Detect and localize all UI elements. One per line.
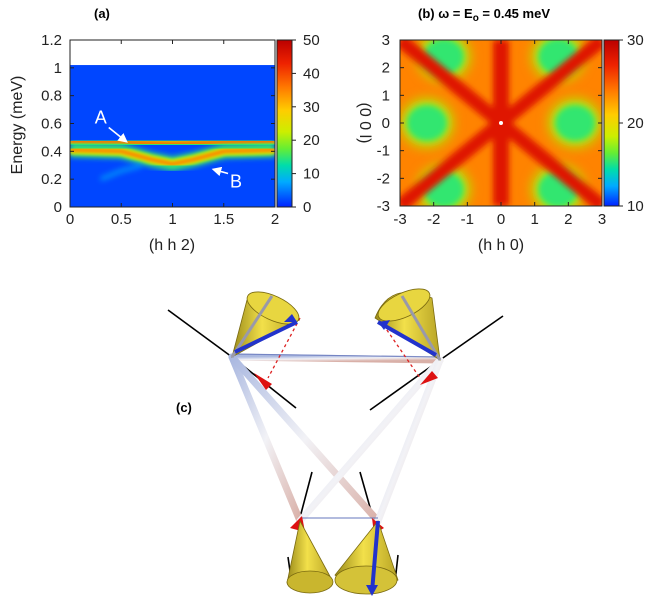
panel-c-label: (c) xyxy=(176,400,192,415)
panel-b-colorbar xyxy=(603,39,620,207)
annotation-arrow xyxy=(211,166,229,177)
panel-a-colorbar-tick: 20 xyxy=(303,132,320,149)
panel-a-xlabel: (h h 2) xyxy=(149,237,195,254)
panel-b-colorbar-tick: 30 xyxy=(627,32,644,49)
panel-a-colorbar: 0 10 20 30 40 50 xyxy=(276,32,320,216)
panel-b-ytick: 0 xyxy=(382,115,390,132)
panel-a-title: (a) xyxy=(94,6,110,21)
band-upper xyxy=(70,134,275,151)
panel-a-ytick: 1 xyxy=(54,60,62,77)
green-lobe xyxy=(549,99,602,147)
panel-b-ytick: -1 xyxy=(377,143,390,160)
panel-a-xtick: 0.5 xyxy=(111,211,132,228)
panel-b-ytick: -3 xyxy=(377,198,390,215)
panel-b-ytick: 1 xyxy=(382,87,390,104)
panel-a-xtick: 1 xyxy=(168,211,176,228)
panel-a-colorbar-tick: 50 xyxy=(303,32,320,49)
panel-b-xtick: -3 xyxy=(393,211,406,228)
center-point xyxy=(499,121,503,125)
panel-b-xtick: 2 xyxy=(564,211,572,228)
panel-b-colorbar-tick: 20 xyxy=(627,115,644,132)
panel-a-colorbar-tick: 10 xyxy=(303,166,320,183)
panel-a-ytick: 0.2 xyxy=(41,171,62,188)
spin-cones xyxy=(230,288,442,596)
panel-b-xtick: 1 xyxy=(530,211,538,228)
panel-a-xtick: 1.5 xyxy=(213,211,234,228)
panel-a-colorbar-tick: 0 xyxy=(303,199,311,216)
panel-a-xtick: 2 xyxy=(271,211,279,228)
panel-c-illustration: (c) xyxy=(167,288,504,596)
green-lobe xyxy=(400,99,453,147)
panel-b-xtick: -1 xyxy=(461,211,474,228)
panel-b-xtick: 0 xyxy=(497,211,505,228)
panel-a-ylabel: Energy (meV) xyxy=(9,76,26,175)
panel-b-xlabel: (h h 0) xyxy=(478,237,524,254)
red-dashed-lines xyxy=(267,317,421,379)
panel-a-colorbar-tick: 30 xyxy=(303,99,320,116)
panel-a-ytick: 1.2 xyxy=(41,32,62,49)
panel-b-xtick: -2 xyxy=(427,211,440,228)
band-lower xyxy=(70,142,275,172)
panel-b-ytick: 3 xyxy=(382,32,390,49)
panel-b-ytick: 2 xyxy=(382,60,390,77)
panel-b-ylabel: (0 0 l) xyxy=(356,103,373,144)
annotation-A: A xyxy=(95,108,107,128)
band-faint xyxy=(100,163,143,182)
tetrahedron-rods xyxy=(228,353,444,525)
panel-a-xtick: 0 xyxy=(66,211,74,228)
annotation-arrow xyxy=(108,126,128,143)
panel-b-colorbar-tick: 10 xyxy=(627,198,644,215)
panel-a-colorbar-tick: 40 xyxy=(303,65,320,82)
panel-b: (b) ω = Eo = 0.45 meV -3 -2 -1 0 1 2 3 -3 -2 -1 0 1… xyxy=(356,6,644,254)
axis-lines xyxy=(167,309,504,586)
panel-b-title: (b) ω = Eo = 0.45 meV xyxy=(418,6,550,24)
panel-a-ytick: 0.8 xyxy=(41,88,62,105)
panel-b-ytick: -2 xyxy=(377,170,390,187)
panel-a-plot: A B 0 0.5 1 1.5 2 0 0.2 0.4 0.6 0.8 1 1.2 xyxy=(41,32,279,228)
panel-a-ytick: 0.6 xyxy=(41,116,62,133)
panel-a-ytick: 0 xyxy=(54,199,62,216)
panel-b-xtick: 3 xyxy=(598,211,606,228)
annotation-B: B xyxy=(230,172,242,192)
panel-a-ytick: 0.4 xyxy=(41,143,62,160)
